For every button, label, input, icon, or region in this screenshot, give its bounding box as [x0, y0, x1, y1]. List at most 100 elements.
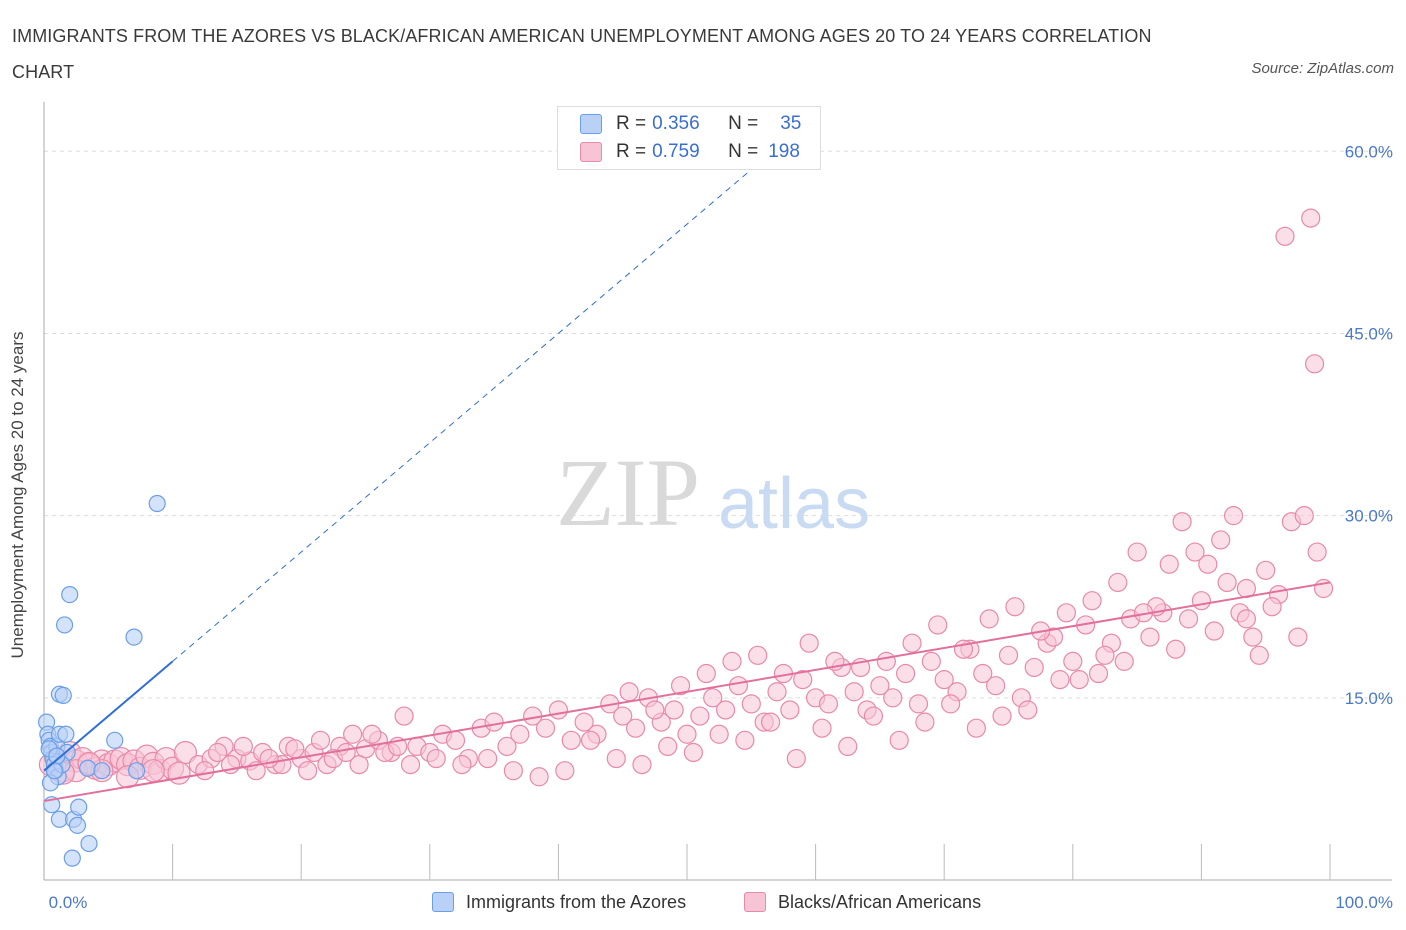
point-blacks: [349, 755, 369, 775]
point-azores: [79, 759, 97, 777]
point-blacks: [580, 730, 601, 750]
point-blacks: [818, 694, 839, 714]
point-blacks: [670, 676, 691, 696]
point-blacks: [561, 730, 581, 750]
source-label: Source: ZipAtlas.com: [1251, 60, 1394, 77]
point-blacks: [1088, 663, 1109, 684]
point-blacks: [870, 676, 890, 696]
point-blacks: [799, 633, 819, 653]
point-blacks: [1288, 627, 1308, 647]
y-tick-label: 45.0%: [1345, 324, 1393, 343]
point-blacks: [1018, 700, 1038, 720]
point-blacks: [497, 736, 517, 757]
point-blacks: [703, 688, 723, 708]
point-blacks: [529, 767, 549, 787]
legend-n-value: 35: [780, 113, 802, 134]
point-blacks: [722, 651, 742, 671]
series-azores-points: [37, 494, 166, 867]
point-blacks: [632, 755, 652, 775]
point-blacks: [748, 645, 768, 665]
point-blacks: [941, 694, 961, 714]
point-blacks: [285, 739, 305, 759]
point-blacks: [548, 700, 569, 720]
point-blacks: [767, 682, 787, 702]
trend-line-azores-extension: [172, 114, 816, 662]
point-blacks: [1307, 542, 1327, 562]
point-blacks: [896, 663, 916, 684]
point-blacks: [426, 748, 446, 769]
point-blacks: [998, 645, 1019, 665]
series-legend-azores[interactable]: Immigrants from the Azores: [432, 888, 686, 916]
point-blacks: [934, 670, 954, 690]
trend-line-blacks: [43, 581, 1331, 803]
point-blacks: [1114, 651, 1134, 671]
point-blacks: [889, 730, 909, 750]
point-azores: [106, 731, 124, 749]
point-blacks: [780, 700, 800, 720]
point-blacks: [167, 761, 191, 785]
point-blacks: [973, 663, 993, 684]
point-blacks: [645, 700, 665, 720]
point-azores: [68, 816, 87, 834]
point-blacks: [1108, 572, 1128, 593]
point-blacks: [979, 609, 999, 629]
legend-row-azores: R = 0.356 N = 35: [580, 111, 801, 137]
point-blacks: [1185, 542, 1205, 562]
point-blacks: [362, 724, 382, 744]
axis-tick-labels: 15.0% 30.0% 45.0% 60.0% 0.0% 100.0%: [49, 142, 1393, 912]
point-blacks: [208, 742, 228, 763]
point-azores: [70, 798, 88, 816]
point-blacks: [1294, 506, 1314, 526]
point-blacks: [1178, 609, 1199, 629]
point-blacks: [1211, 530, 1231, 550]
point-blacks: [452, 755, 472, 775]
point-blacks: [1262, 597, 1282, 617]
point-blacks: [1301, 208, 1321, 228]
point-blacks: [696, 663, 716, 684]
point-blacks: [760, 712, 781, 732]
point-blacks: [1166, 639, 1186, 659]
point-blacks: [484, 712, 504, 732]
legend-swatch-azores: [580, 114, 602, 134]
series-legend-blacks[interactable]: Blacks/African Americans: [744, 888, 981, 916]
point-blacks: [928, 615, 948, 635]
point-blacks: [606, 748, 626, 769]
point-blacks: [1223, 506, 1244, 526]
legend-n-label: N =: [728, 113, 759, 134]
point-blacks: [574, 712, 594, 732]
point-blacks: [503, 761, 523, 781]
point-blacks: [1191, 591, 1212, 611]
point-blacks: [683, 742, 704, 763]
watermark: ZIP atlas: [556, 439, 870, 546]
point-azores: [125, 628, 143, 646]
legend-r-value: 0.759: [652, 141, 700, 162]
point-blacks: [1069, 670, 1089, 690]
point-azores: [55, 616, 74, 634]
point-blacks: [195, 761, 215, 781]
point-blacks: [343, 724, 363, 744]
point-blacks: [400, 755, 421, 775]
trend-lines: [43, 114, 1331, 803]
legend-r-label: R =: [616, 113, 647, 134]
point-blacks: [1063, 651, 1083, 671]
point-blacks: [1304, 354, 1325, 374]
legend-n-value: 198: [768, 141, 800, 162]
series-swatch-blacks: [744, 892, 766, 912]
point-blacks: [625, 718, 646, 738]
legend-n-label: N =: [728, 141, 759, 162]
point-blacks: [992, 706, 1012, 726]
point-blacks: [1082, 591, 1102, 611]
y-tick-label: 30.0%: [1345, 507, 1393, 526]
point-blacks: [619, 682, 639, 702]
x-tick-label-max: 100.0%: [1335, 893, 1393, 912]
chart-title: IMMIGRANTS FROM THE AZORES VS BLACK/AFRI…: [12, 26, 1152, 82]
point-azores: [127, 762, 146, 780]
point-blacks: [555, 761, 575, 781]
correlation-legend: R = 0.356 N = 35 R = 0.759 N = 198: [557, 106, 821, 170]
point-blacks: [613, 706, 633, 726]
y-tick-label: 15.0%: [1345, 689, 1393, 708]
point-blacks: [915, 712, 935, 732]
point-blacks: [709, 724, 729, 744]
point-azores: [80, 834, 98, 853]
